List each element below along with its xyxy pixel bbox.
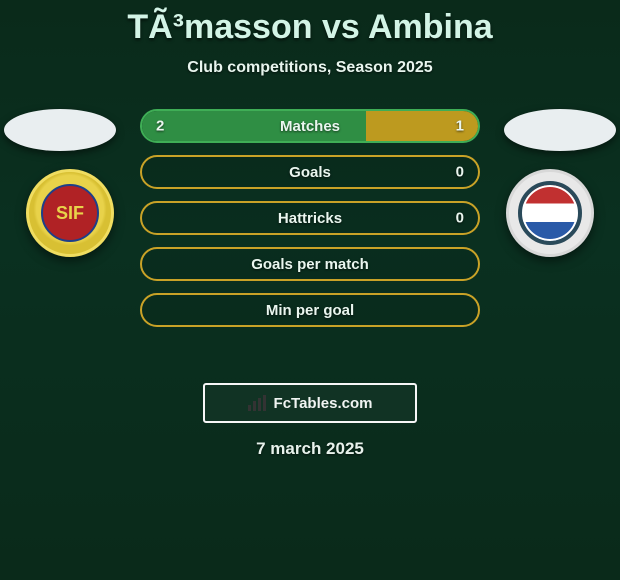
player-left-ellipse <box>4 109 116 151</box>
page-title: TÃ³masson vs Ambina <box>0 8 620 47</box>
brand-footer: FcTables.com <box>203 383 417 423</box>
stat-bars: Matches 2 1 Goals 0 Hattricks 0 Goals per match… <box>140 109 480 327</box>
club-badge-right <box>506 169 594 257</box>
brand-text: FcTables.com <box>274 395 373 412</box>
stat-bar-value-right: 1 <box>456 118 464 135</box>
stat-bar: Matches 2 1 <box>140 109 480 143</box>
stat-bar-label: Goals <box>289 164 331 181</box>
stat-bar-value-left: 2 <box>156 118 164 135</box>
page-subtitle: Club competitions, Season 2025 <box>0 59 620 77</box>
club-badge-left: SIF <box>26 169 114 257</box>
comparison-stage: SIF Matches 2 1 Goals 0 Hattricks 0 Goals per m… <box>0 109 620 369</box>
stat-bar: Hattricks 0 <box>140 201 480 235</box>
stat-bar: Goals per match <box>140 247 480 281</box>
stat-bar: Goals 0 <box>140 155 480 189</box>
stat-bar-label: Matches <box>280 118 340 135</box>
stat-bar-value-right: 0 <box>456 210 464 227</box>
footer-date: 7 march 2025 <box>0 439 620 459</box>
stat-bar: Min per goal <box>140 293 480 327</box>
club-badge-left-text: SIF <box>41 184 99 242</box>
stat-bar-label: Hattricks <box>278 210 342 227</box>
stat-bar-value-right: 0 <box>456 164 464 181</box>
chart-icon <box>248 395 268 411</box>
stat-bar-label: Min per goal <box>266 302 354 319</box>
stat-bar-label: Goals per match <box>251 256 369 273</box>
player-right-ellipse <box>504 109 616 151</box>
club-badge-right-inner <box>518 181 582 245</box>
header: TÃ³masson vs Ambina Club competitions, S… <box>0 0 620 77</box>
